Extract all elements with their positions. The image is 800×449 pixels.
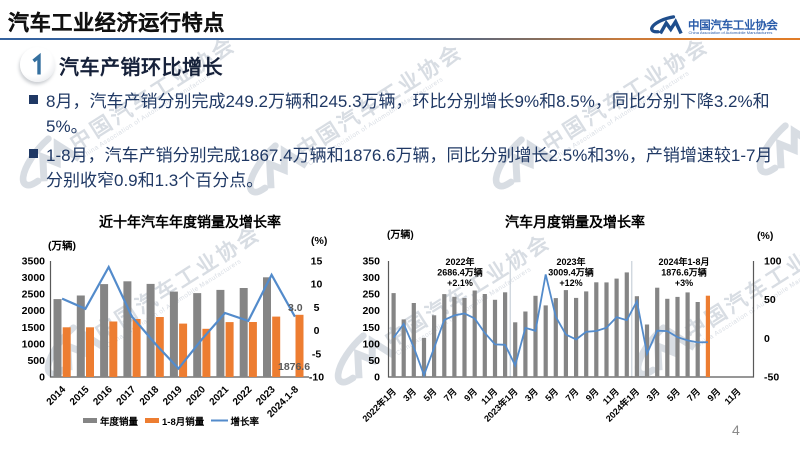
svg-text:2686.4万辆: 2686.4万辆 [437, 266, 483, 277]
svg-text:+2.1%: +2.1% [447, 278, 473, 288]
svg-text:中国汽车工业协会: 中国汽车工业协会 [380, 229, 555, 352]
svg-text:250: 250 [362, 289, 380, 301]
svg-text:(%): (%) [757, 230, 773, 242]
svg-text:7月: 7月 [564, 386, 581, 403]
svg-text:500: 500 [27, 355, 45, 367]
svg-text:3009.4万辆: 3009.4万辆 [548, 266, 594, 277]
svg-text:11月: 11月 [723, 386, 743, 406]
svg-text:0: 0 [314, 325, 320, 337]
svg-text:300: 300 [362, 272, 380, 284]
svg-text:5月: 5月 [422, 386, 439, 403]
svg-text:15: 15 [311, 256, 323, 268]
svg-text:(%): (%) [311, 235, 327, 247]
svg-text:1500: 1500 [22, 322, 46, 334]
svg-text:2500: 2500 [22, 289, 46, 301]
svg-text:2021: 2021 [208, 384, 232, 408]
svg-text:1-8月销量: 1-8月销量 [162, 416, 205, 428]
svg-text:100: 100 [764, 256, 782, 268]
svg-text:2022年: 2022年 [445, 256, 474, 267]
svg-text:0: 0 [39, 372, 45, 384]
svg-text:2019: 2019 [161, 384, 185, 408]
svg-text:10: 10 [311, 279, 323, 291]
svg-text:(万辆): (万辆) [48, 239, 76, 252]
svg-text:7月: 7月 [685, 386, 702, 403]
svg-text:150: 150 [362, 322, 380, 334]
svg-text:2000: 2000 [22, 305, 46, 317]
svg-text:3000: 3000 [22, 272, 46, 284]
svg-text:2022: 2022 [231, 384, 255, 408]
svg-text:3月: 3月 [645, 386, 662, 403]
svg-text:3500: 3500 [22, 256, 46, 268]
svg-text:-10: -10 [309, 372, 324, 384]
svg-text:+3%: +3% [675, 278, 693, 288]
svg-text:50: 50 [368, 355, 380, 367]
svg-text:+12%: +12% [559, 278, 582, 288]
svg-text:-50: -50 [764, 372, 779, 384]
svg-text:9月: 9月 [705, 386, 722, 403]
svg-text:增长率: 增长率 [231, 416, 260, 428]
svg-text:200: 200 [362, 305, 380, 317]
svg-text:近十年汽车年度销量及增长率: 近十年汽车年度销量及增长率 [99, 214, 281, 230]
svg-text:2023年: 2023年 [556, 256, 585, 267]
svg-text:2015: 2015 [68, 384, 92, 408]
svg-text:1876.6万辆: 1876.6万辆 [661, 266, 707, 277]
svg-text:1000: 1000 [22, 338, 46, 350]
svg-text:中国汽车工业协会: 中国汽车工业协会 [688, 18, 778, 32]
svg-text:3月: 3月 [401, 386, 418, 403]
svg-text:350: 350 [362, 256, 380, 268]
svg-text:China Association of Automobil: China Association of Automobile Manufact… [689, 30, 773, 35]
svg-text:2022年1月: 2022年1月 [360, 386, 398, 424]
svg-text:5月: 5月 [543, 386, 560, 403]
svg-text:0: 0 [764, 333, 770, 345]
svg-text:100: 100 [362, 338, 380, 350]
svg-text:年度销量: 年度销量 [100, 416, 139, 428]
svg-text:7月: 7月 [442, 386, 459, 403]
svg-text:汽车月度销量及增长率: 汽车月度销量及增长率 [505, 214, 645, 230]
svg-text:9月: 9月 [584, 386, 601, 403]
svg-text:2016: 2016 [91, 384, 115, 408]
svg-text:2024年1-8月: 2024年1-8月 [658, 256, 709, 267]
svg-text:9月: 9月 [462, 386, 479, 403]
svg-text:2017: 2017 [115, 384, 139, 408]
svg-text:3.0: 3.0 [288, 302, 303, 314]
svg-text:5月: 5月 [665, 386, 682, 403]
svg-text:0: 0 [374, 372, 380, 384]
svg-text:-5: -5 [312, 348, 321, 360]
svg-text:2014: 2014 [45, 384, 69, 408]
svg-text:(万辆): (万辆) [387, 228, 414, 241]
svg-text:2020: 2020 [184, 384, 208, 408]
svg-text:50: 50 [764, 294, 776, 306]
svg-text:5: 5 [314, 302, 320, 314]
svg-text:2018: 2018 [138, 384, 162, 408]
svg-text:3月: 3月 [523, 386, 540, 403]
svg-text:1876.6: 1876.6 [278, 361, 310, 373]
